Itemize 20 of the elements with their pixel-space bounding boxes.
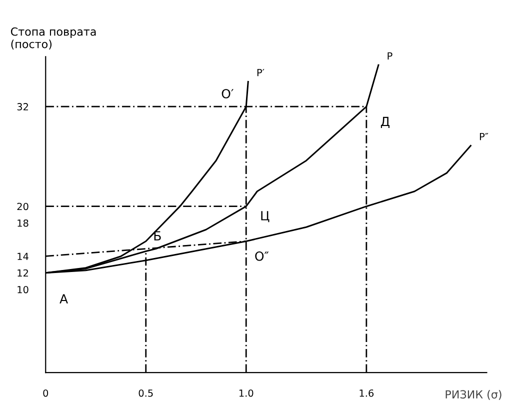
x-tick-label: 0.5 xyxy=(138,389,153,397)
y-tick-label: 20 xyxy=(17,202,28,210)
series-label: P xyxy=(388,52,392,60)
x-axis-title: РИЗИК (σ) xyxy=(446,390,502,400)
y-tick-label: 10 xyxy=(18,286,28,294)
y-tick-label: 18 xyxy=(18,219,28,227)
series-label: P″ xyxy=(480,133,488,140)
y-tick-label: 12 xyxy=(18,269,28,277)
y-tick-label: 32 xyxy=(17,103,28,110)
annotation: Д xyxy=(380,116,390,128)
x-tick-label: 1.0 xyxy=(239,389,254,397)
annotation: А xyxy=(60,294,68,304)
annotation: O′ xyxy=(222,88,234,98)
series-label: P′ xyxy=(257,68,264,76)
y-tick-label: 14 xyxy=(18,252,28,260)
annotation: O″ xyxy=(255,251,269,261)
y-axis-title: Стопа поврата (посто) xyxy=(10,27,96,50)
x-tick-label: 1.6 xyxy=(360,389,374,397)
x-tick-label: 0 xyxy=(43,389,48,397)
annotation: Ц xyxy=(261,211,270,222)
